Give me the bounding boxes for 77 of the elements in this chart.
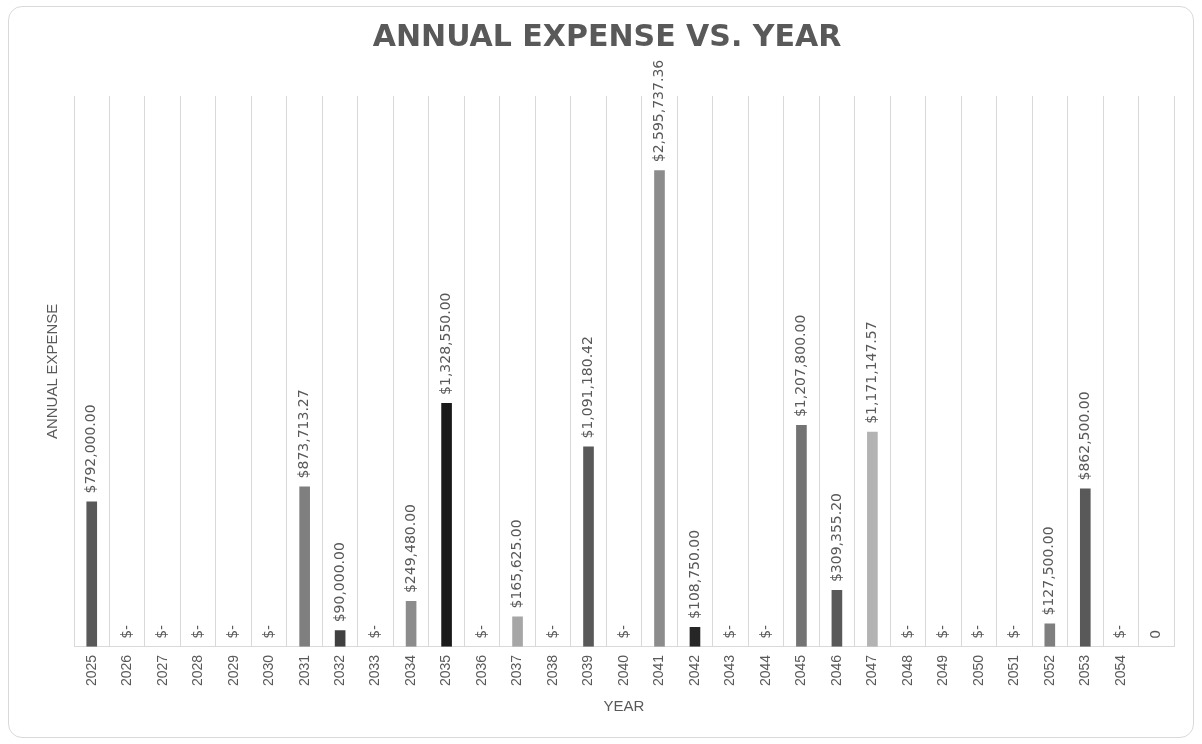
data-label: $90,000.00 — [330, 542, 347, 623]
x-tick-label: 2035 — [437, 654, 454, 687]
x-tick-label: 2038 — [543, 654, 560, 687]
x-tick-label: 2033 — [366, 654, 383, 687]
data-label: $- — [1111, 624, 1128, 639]
x-tick-label: 2032 — [330, 654, 347, 687]
x-tick-label: 2053 — [1076, 654, 1093, 687]
x-tick-label: 2048 — [898, 654, 915, 687]
x-tick-label: 2046 — [827, 654, 844, 687]
data-label: $- — [153, 624, 170, 639]
data-label: $- — [614, 624, 631, 639]
data-label: $249,480.00 — [401, 503, 418, 594]
x-tick-label: 2044 — [756, 654, 773, 687]
data-label: $- — [259, 624, 276, 639]
x-tick-label: 2051 — [1005, 654, 1022, 687]
data-label: $- — [117, 624, 134, 639]
bar — [512, 616, 523, 647]
bar — [334, 630, 346, 647]
data-label: $- — [756, 624, 773, 639]
bar — [654, 170, 665, 647]
bar — [831, 590, 843, 647]
data-label: $165,625.00 — [508, 519, 525, 609]
bar — [441, 402, 452, 647]
data-label: $2,595,737.36 — [650, 59, 667, 163]
x-tick-label: 2034 — [401, 654, 418, 687]
data-label: $- — [472, 624, 489, 639]
data-label: $108,750.00 — [685, 529, 702, 619]
x-tick-label: 2031 — [295, 654, 312, 687]
x-tick-label: 2037 — [508, 654, 525, 687]
bar — [796, 425, 807, 647]
bar — [867, 431, 878, 647]
x-tick-label: 2025 — [82, 654, 99, 687]
x-tick-label: 2052 — [1040, 654, 1057, 687]
x-tick-label: 2042 — [685, 654, 702, 687]
data-label: $- — [721, 624, 738, 639]
x-tick-label: 2040 — [614, 654, 631, 687]
bar — [405, 601, 417, 647]
data-label: $127,500.00 — [1040, 526, 1057, 616]
x-tick-label: 2049 — [934, 654, 951, 687]
data-label: $1,091,180.42 — [579, 336, 596, 439]
data-label: $- — [1004, 624, 1021, 639]
data-label: $- — [188, 624, 205, 639]
x-tick-label: 2045 — [792, 654, 809, 687]
x-tick-label: 2036 — [472, 654, 489, 687]
data-label: $- — [934, 624, 950, 639]
data-label: $873,713.27 — [295, 389, 312, 479]
data-label: $- — [898, 624, 915, 639]
data-label: 0 — [1146, 629, 1163, 639]
data-label: $- — [224, 624, 241, 639]
data-label: $1,207,800.00 — [792, 314, 809, 418]
data-label: $309,355.20 — [827, 492, 844, 583]
x-tick-label: 2028 — [189, 654, 206, 687]
bar — [299, 486, 310, 647]
y-axis-title: ANNUAL EXPENSE — [43, 303, 61, 440]
data-label: $792,000.00 — [82, 404, 99, 494]
data-label: $- — [543, 624, 560, 639]
data-label: $- — [366, 624, 383, 639]
bar — [86, 501, 98, 647]
data-label: $1,328,550.00 — [437, 292, 454, 395]
x-tick-label: 2043 — [721, 654, 738, 687]
x-tick-label: 2029 — [224, 654, 241, 687]
bar — [583, 446, 594, 647]
x-tick-label: 2054 — [1111, 654, 1128, 687]
x-tick-label: 2041 — [650, 654, 667, 687]
bar — [1044, 623, 1056, 647]
x-tick-label: 2050 — [969, 654, 986, 687]
data-label: $862,500.00 — [1075, 391, 1092, 481]
x-tick-label: 2030 — [260, 654, 277, 687]
data-label: $1,171,147.57 — [863, 321, 880, 424]
x-tick-label: 2027 — [153, 654, 170, 687]
data-label: $- — [969, 624, 986, 639]
x-tick-label: 2047 — [863, 654, 880, 687]
x-tick-label: 2039 — [579, 654, 596, 687]
bar — [1079, 488, 1091, 647]
chart-title: ANNUAL EXPENSE VS. YEAR — [372, 17, 842, 53]
x-tick-label: 2026 — [118, 654, 135, 687]
x-axis-title: YEAR — [603, 697, 645, 715]
